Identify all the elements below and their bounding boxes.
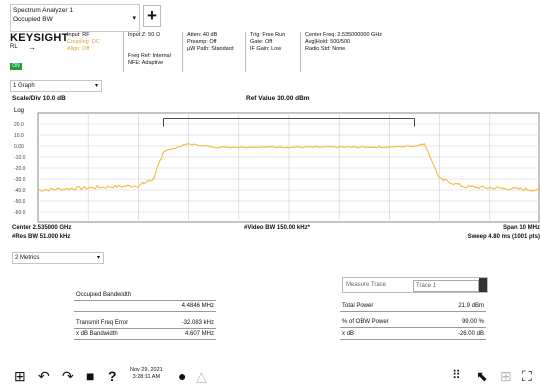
scale-label: Scale/Div 10.0 dB bbox=[12, 95, 66, 102]
coupling-warning: Coupling: DC bbox=[67, 39, 100, 45]
y-tick-label: -30.0 bbox=[14, 177, 26, 183]
y-tick-label: 20.0 bbox=[14, 122, 24, 128]
measure-trace-label: Measure Trace bbox=[346, 282, 387, 288]
radio-std-label: Radio Std: None bbox=[305, 46, 346, 52]
tx-freq-error-value: -32.083 kHz bbox=[181, 320, 214, 326]
center-freq-footer: Center 2.535000 GHz bbox=[12, 225, 72, 231]
input-z-label: Input Z: 50 Ω bbox=[128, 32, 160, 38]
y-tick-label: -50.0 bbox=[14, 199, 26, 205]
redo-icon[interactable]: ↷ bbox=[62, 368, 74, 384]
time-text: 3:28:11 AM bbox=[132, 374, 161, 380]
center-freq-label: Center Freq: 2.535000000 GHz bbox=[305, 32, 383, 38]
obw-power-value: 99.00 % bbox=[461, 319, 484, 325]
trig-label: Trig: Free Run bbox=[250, 32, 286, 38]
y-tick-label: 10.0 bbox=[14, 133, 24, 139]
y-tick-label: -40.0 bbox=[14, 188, 26, 194]
undo-icon[interactable]: ↶ bbox=[38, 368, 50, 384]
measure-trace-value: Trace 1 bbox=[416, 283, 437, 289]
grid-icon[interactable]: ⊞ bbox=[500, 368, 512, 384]
windows-icon[interactable]: ⊞ bbox=[14, 368, 26, 384]
record-icon[interactable]: ● bbox=[178, 368, 187, 384]
date-text: Nov 29, 2021 bbox=[130, 367, 163, 373]
sweep-footer: Sweep 4.80 ms (1001 pts) bbox=[467, 234, 540, 240]
y-tick-label: -60.0 bbox=[14, 210, 26, 216]
graph-layout-dropdown[interactable]: 1 Graph ▾ bbox=[10, 80, 102, 92]
add-screen-button[interactable]: + bbox=[143, 5, 161, 27]
total-power-value: 21.9 dBm bbox=[458, 303, 484, 309]
gate-label: Gate: Off bbox=[250, 39, 273, 45]
y-tick-label: -20.0 bbox=[14, 166, 26, 172]
log-label: Log bbox=[14, 108, 24, 114]
measure-trace-field[interactable]: Trace 1 bbox=[413, 280, 479, 292]
brand-logo: KEYSIGHT bbox=[10, 32, 69, 44]
freq-error-panel: Transmit Freq Error -32.083 kHz x dB Ban… bbox=[74, 318, 216, 344]
mode-name: Spectrum Analyzer 1 bbox=[13, 7, 73, 14]
spectrum-trace bbox=[37, 143, 540, 192]
freq-ref-label: Freq Ref: Internal bbox=[128, 53, 171, 59]
mode-dropdown[interactable]: Spectrum Analyzer 1 Occupied BW ▾ bbox=[10, 4, 140, 32]
chevron-down-icon: ▾ bbox=[132, 15, 136, 22]
tx-freq-error-label: Transmit Freq Error bbox=[76, 320, 129, 326]
align-warning: Align: Off bbox=[67, 46, 90, 52]
atten-label: Atten: 40 dB bbox=[187, 32, 218, 38]
measure-trace-selector[interactable]: Measure Trace Trace 1 bbox=[342, 277, 488, 293]
divider bbox=[245, 32, 246, 72]
xdb-label: x dB bbox=[342, 331, 355, 337]
warning-icon[interactable]: △ bbox=[196, 368, 207, 384]
divider bbox=[123, 32, 124, 72]
keypad-icon[interactable]: ⠿ bbox=[452, 368, 461, 382]
video-bw-footer: #Video BW 150.00 kHz* bbox=[244, 225, 310, 231]
divider bbox=[300, 32, 301, 72]
divider bbox=[182, 32, 183, 72]
taskbar: ⊞ ↶ ↷ ■ ? Nov 29, 2021 3:28:11 AM ● △ ⠿ … bbox=[0, 362, 540, 389]
span-footer: Span 10 MHz bbox=[502, 225, 540, 231]
measurement-name: Occupied BW bbox=[13, 16, 53, 23]
save-icon[interactable]: ■ bbox=[86, 368, 95, 384]
occupied-bw-value: 4.4846 MHz bbox=[181, 303, 214, 309]
xdb-bandwidth-value: 4.607 MHz bbox=[184, 331, 214, 337]
plot-frame bbox=[37, 112, 540, 223]
if-gain-label: IF Gain: Low bbox=[250, 46, 282, 52]
metrics-layout-dropdown[interactable]: 2 Metrics ▾ bbox=[12, 252, 104, 264]
xdb-value: -26.00 dB bbox=[457, 331, 484, 337]
occupied-bw-panel: Occupied Bandwidth 4.4846 MHz bbox=[74, 289, 216, 313]
nfe-label: NFE: Adaptive bbox=[128, 60, 164, 66]
ref-value-label: Ref Value 30.00 dBm bbox=[246, 95, 310, 102]
chevron-down-icon: ▾ bbox=[96, 255, 100, 261]
spectrum-chart[interactable]: 20.0 10.0 0.00 -10.0 -20.0 -30.0 -40.0 -50.0 -60… bbox=[12, 105, 540, 223]
trace-color-swatch bbox=[479, 278, 487, 292]
res-bw-footer: #Res BW 51.000 kHz bbox=[12, 234, 71, 240]
y-tick-label: -10.0 bbox=[14, 155, 26, 161]
chevron-down-icon: ▾ bbox=[94, 83, 98, 89]
graph-layout-value: 1 Graph bbox=[13, 83, 35, 89]
rl-label: RL bbox=[10, 44, 18, 50]
total-power-label: Total Power bbox=[342, 303, 374, 309]
metrics-layout-value: 2 Metrics bbox=[15, 255, 40, 261]
occupied-bw-label: Occupied Bandwidth bbox=[76, 292, 132, 298]
preamp-label: Preamp: Off bbox=[187, 39, 217, 45]
clock: Nov 29, 2021 3:28:11 AM bbox=[130, 367, 163, 381]
status-badge: ON bbox=[10, 63, 22, 70]
obw-power-label: % of OBW Power bbox=[342, 319, 389, 325]
help-icon[interactable]: ? bbox=[108, 368, 117, 384]
xdb-bandwidth-label: x dB Bandwidth bbox=[76, 331, 118, 337]
power-results-panel: Total Power 21.9 dBm % of OBW Power 99.0… bbox=[340, 300, 486, 344]
input-arrow-icon: → bbox=[28, 43, 36, 52]
uw-path-label: µW Path: Standard bbox=[187, 46, 234, 52]
y-tick-label: 0.00 bbox=[14, 144, 24, 150]
input-label: Input: RF bbox=[67, 32, 90, 38]
fullscreen-icon[interactable]: ⛶ bbox=[522, 368, 532, 384]
avg-hold-label: Avg|Hold: 500/500 bbox=[305, 39, 351, 45]
cursor-icon[interactable]: ⬉ bbox=[476, 368, 488, 384]
